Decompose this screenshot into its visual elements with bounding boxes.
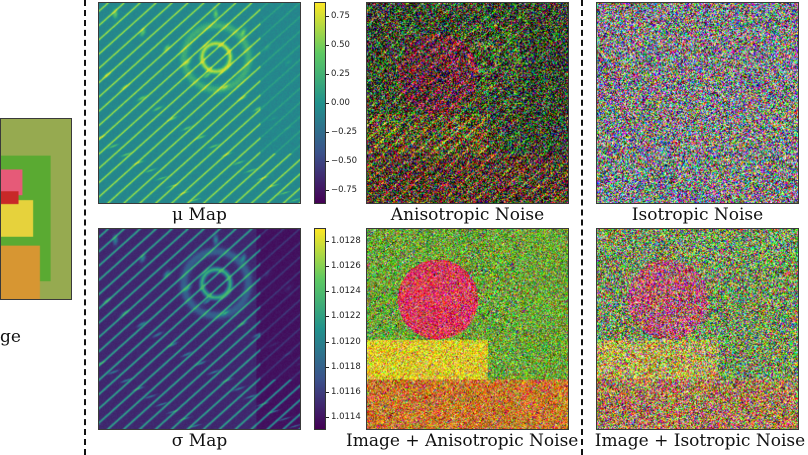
input-image-caption: ge: [0, 327, 21, 347]
mu-colorbar-tick-label: −0.75: [325, 184, 358, 195]
image-anisotropic-caption: Image + Anisotropic Noise: [346, 431, 579, 451]
image-plus-isotropic-noise-image: [597, 229, 798, 429]
sigma-colorbar-tick-label: 1.0120: [326, 336, 361, 347]
anisotropic-noise-caption: Anisotropic Noise: [390, 205, 545, 225]
isotropic-noise-image: [597, 3, 798, 203]
sigma-map-panel: [98, 228, 301, 430]
mu-colorbar-tick-label: 0.00: [326, 98, 350, 108]
mu-colorbar-tick-label: 0.25: [326, 69, 350, 80]
sigma-colorbar-tick-label: 1.0122: [326, 311, 361, 322]
mu-colorbar: [314, 2, 326, 204]
right-dashed-divider: [581, 0, 583, 455]
mu-colorbar-tick-label: 0.75: [326, 11, 350, 22]
image-isotropic-panel: [596, 228, 799, 430]
isotropic-noise-caption: Isotropic Noise: [631, 205, 764, 225]
anisotropic-noise-panel: [366, 2, 569, 204]
sigma-map-caption: σ Map: [171, 431, 228, 451]
left-dashed-divider: [84, 0, 86, 455]
sigma-colorbar-tick-label: 1.0114: [326, 412, 361, 423]
mu-colorbar-tick-label: −0.25: [325, 126, 358, 137]
mu-map-panel: [98, 2, 301, 204]
mu-colorbar-tick-label: 0.50: [326, 40, 350, 51]
mu-map-image: [99, 3, 300, 203]
sigma-colorbar-tick-label: 1.0128: [326, 235, 361, 246]
mu-map-caption: μ Map: [172, 205, 227, 225]
mu-colorbar-tick-label: −0.50: [325, 155, 358, 166]
input-image-panel: [0, 118, 72, 300]
sigma-colorbar-tick-label: 1.0126: [326, 260, 361, 271]
sigma-colorbar-tick-label: 1.0116: [326, 387, 361, 398]
isotropic-noise-panel: [596, 2, 799, 204]
image-plus-anisotropic-noise-image: [367, 229, 568, 429]
sigma-colorbar: [314, 228, 326, 430]
sigma-colorbar-tick-label: 1.0124: [326, 286, 361, 297]
sigma-colorbar-tick-label: 1.0118: [326, 361, 361, 372]
image-isotropic-caption: Image + Isotropic Noise: [594, 431, 806, 451]
image-anisotropic-panel: [366, 228, 569, 430]
anisotropic-noise-image: [367, 3, 568, 203]
input-parrot-image: [1, 119, 71, 299]
sigma-map-image: [99, 229, 300, 429]
